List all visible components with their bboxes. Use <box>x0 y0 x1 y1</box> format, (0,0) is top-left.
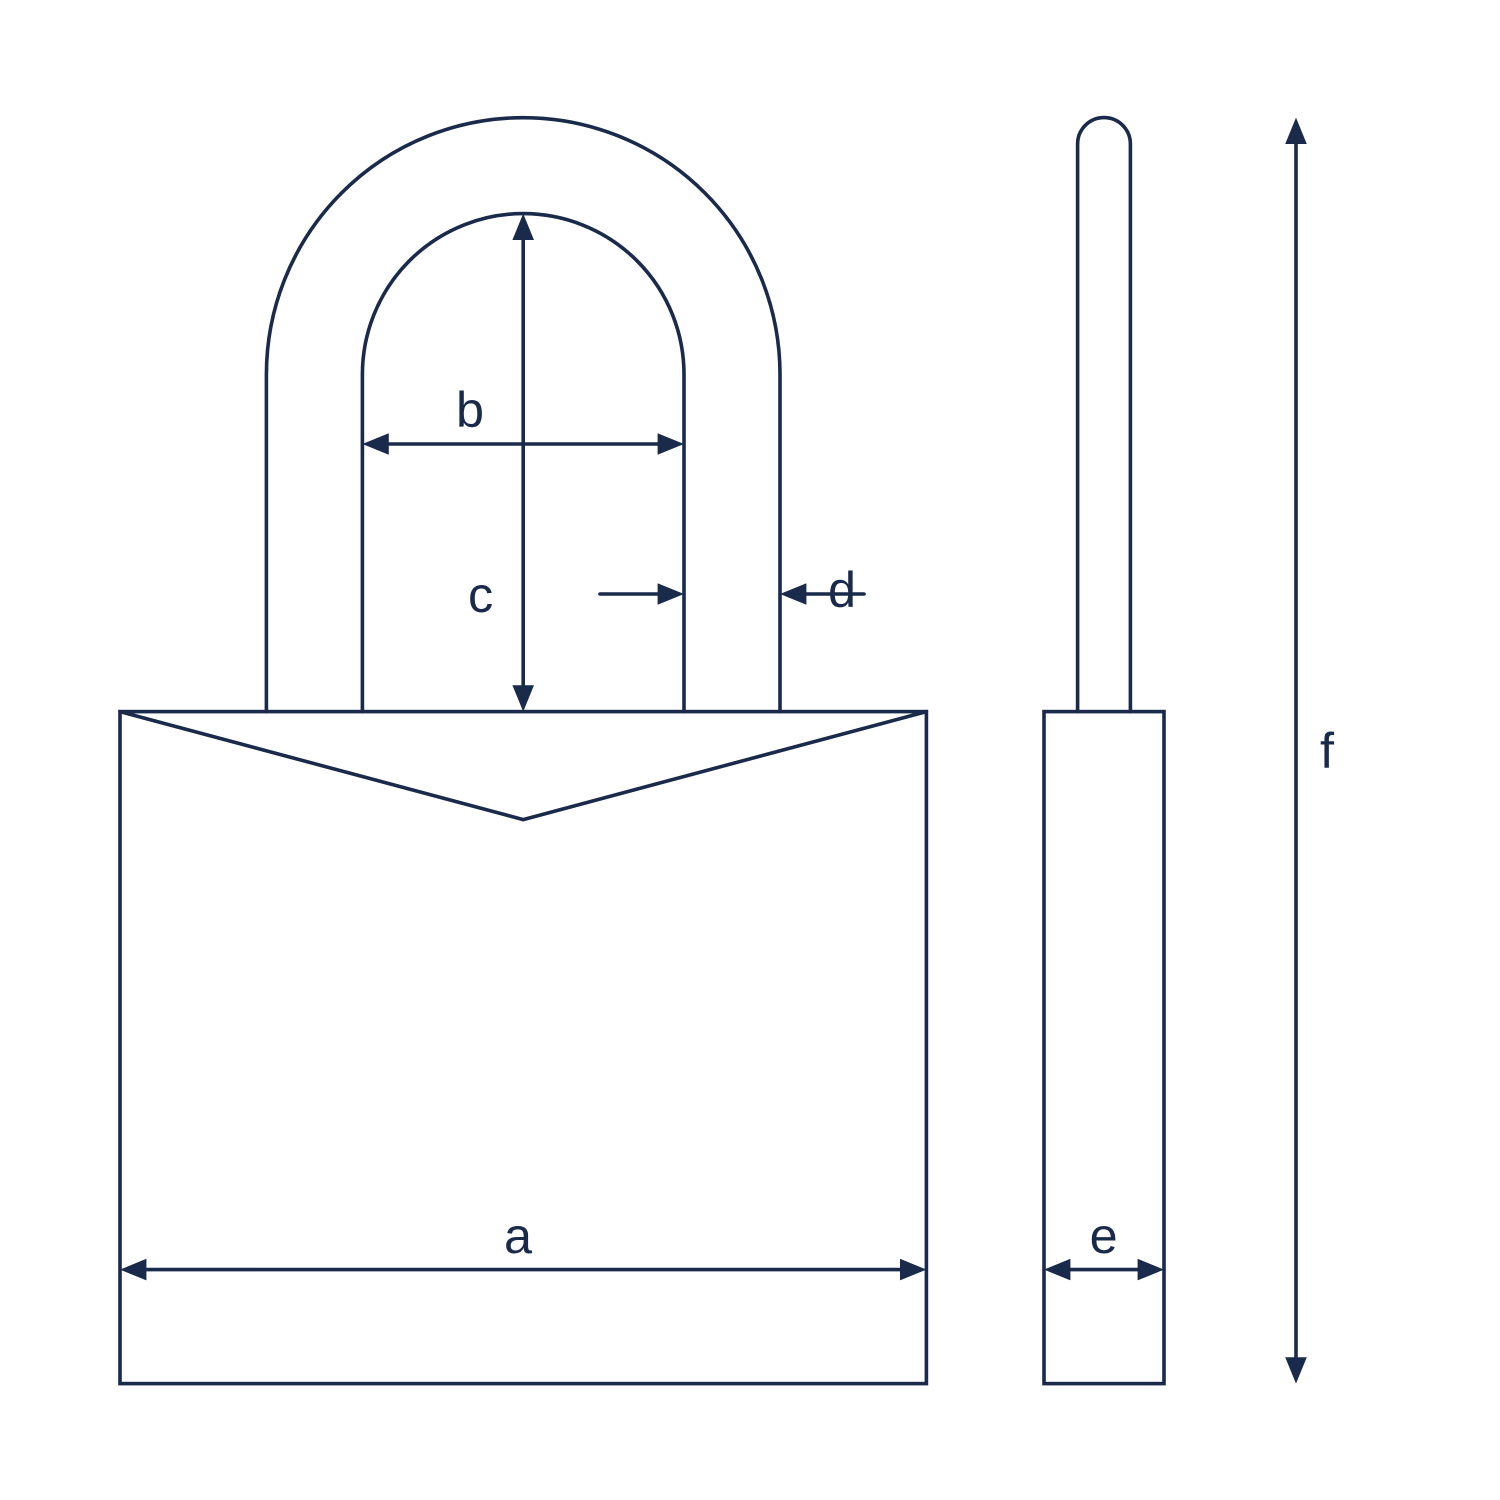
dimension-annotations: a b c d e f <box>120 118 1335 1384</box>
dimension-b-label: b <box>456 381 484 438</box>
dimension-e-label: e <box>1090 1207 1118 1264</box>
dimension-c: c <box>468 214 534 712</box>
side-view <box>1044 118 1164 1384</box>
dimension-a: a <box>120 1207 926 1281</box>
dimension-d: d <box>600 561 864 618</box>
padlock-dimension-diagram: a b c d e f <box>0 0 1500 1500</box>
dimension-a-label: a <box>504 1207 533 1264</box>
dimension-f-label: f <box>1320 722 1335 779</box>
dimension-c-label: c <box>468 566 493 623</box>
dimension-d-label: d <box>828 561 856 618</box>
dimension-f: f <box>1285 118 1335 1384</box>
dimension-e: e <box>1044 1207 1164 1281</box>
